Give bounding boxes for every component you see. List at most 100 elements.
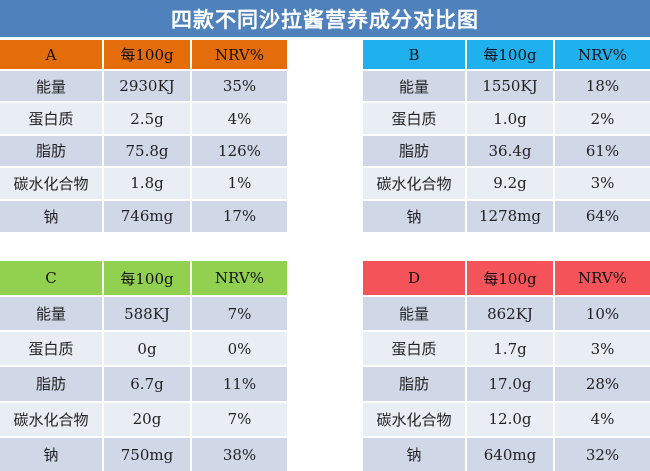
nutrient-cell: 能量 [363, 68, 466, 103]
per-100g-header: 每100g [465, 40, 554, 70]
per-100g-header: 每100g [465, 261, 554, 296]
per-100g-cell: 17.0g [465, 365, 554, 402]
table-row: 蛋白质 0g 0% [0, 330, 287, 367]
table-row: 脂肪 36.4g 61% [363, 133, 650, 168]
nutrient-cell: 钠 [363, 435, 466, 471]
nutrient-cell: 碳水化合物 [363, 400, 466, 437]
nrv-header: NRV% [553, 261, 650, 296]
nrv-header: NRV% [553, 40, 650, 70]
nutrition-table-d: D 每100g NRV% 能量 862KJ 10% 蛋白质 1.7g 3% 脂肪 17.0g 28% 碳… [363, 261, 650, 471]
table-row: 能量 2930KJ 35% [0, 68, 287, 103]
table-row: 碳水化合物 20g 7% [0, 400, 287, 437]
table-row: 碳水化合物 1.8g 1% [0, 166, 287, 200]
nutrient-cell: 碳水化合物 [0, 166, 103, 200]
nutrient-cell: 蛋白质 [363, 101, 466, 135]
per-100g-cell: 1278mg [465, 198, 554, 232]
nrv-cell: 4% [190, 101, 287, 135]
per-100g-cell: 2.5g [102, 101, 191, 135]
per-100g-cell: 0g [102, 330, 191, 367]
table-row: 脂肪 75.8g 126% [0, 133, 287, 168]
nrv-cell: 7% [190, 294, 287, 332]
nutrient-cell: 钠 [363, 198, 466, 232]
per-100g-cell: 6.7g [102, 365, 191, 402]
nutrient-cell: 能量 [363, 294, 466, 332]
nrv-header: NRV% [190, 261, 287, 296]
nrv-cell: 126% [190, 133, 287, 168]
nrv-cell: 0% [190, 330, 287, 367]
per-100g-cell: 746mg [102, 198, 191, 232]
table-header-row: D 每100g NRV% [363, 261, 650, 296]
nrv-cell: 64% [553, 198, 650, 232]
table-label: C [0, 261, 103, 296]
nrv-cell: 11% [190, 365, 287, 402]
nutrient-cell: 能量 [0, 294, 103, 332]
table-row: 脂肪 6.7g 11% [0, 365, 287, 402]
per-100g-cell: 1.0g [465, 101, 554, 135]
per-100g-cell: 1550KJ [465, 68, 554, 103]
table-row: 蛋白质 1.7g 3% [363, 330, 650, 367]
nutrient-cell: 碳水化合物 [363, 166, 466, 200]
per-100g-header: 每100g [102, 261, 191, 296]
table-row: 钠 1278mg 64% [363, 198, 650, 232]
table-label: A [0, 40, 103, 70]
page-title: 四款不同沙拉酱营养成分对比图 [0, 0, 650, 37]
per-100g-cell: 640mg [465, 435, 554, 471]
table-row: 能量 588KJ 7% [0, 294, 287, 332]
table-row: 碳水化合物 9.2g 3% [363, 166, 650, 200]
nrv-cell: 18% [553, 68, 650, 103]
per-100g-cell: 1.8g [102, 166, 191, 200]
nutrient-cell: 碳水化合物 [0, 400, 103, 437]
per-100g-cell: 12.0g [465, 400, 554, 437]
nutrition-table-a: A 每100g NRV% 能量 2930KJ 35% 蛋白质 2.5g 4% 脂肪 75.8g 126… [0, 40, 287, 232]
nutrient-cell: 蛋白质 [0, 330, 103, 367]
nrv-cell: 7% [190, 400, 287, 437]
nrv-cell: 3% [553, 166, 650, 200]
nutrient-cell: 脂肪 [363, 365, 466, 402]
table-row: 碳水化合物 12.0g 4% [363, 400, 650, 437]
nrv-header: NRV% [190, 40, 287, 70]
table-row: 蛋白质 2.5g 4% [0, 101, 287, 135]
nutrient-cell: 脂肪 [0, 133, 103, 168]
table-header-row: C 每100g NRV% [0, 261, 287, 296]
nutrient-cell: 脂肪 [363, 133, 466, 168]
nrv-cell: 32% [553, 435, 650, 471]
nutrient-cell: 钠 [0, 435, 103, 471]
per-100g-cell: 2930KJ [102, 68, 191, 103]
nrv-cell: 2% [553, 101, 650, 135]
nutrient-cell: 蛋白质 [0, 101, 103, 135]
table-row: 能量 862KJ 10% [363, 294, 650, 332]
table-row: 蛋白质 1.0g 2% [363, 101, 650, 135]
per-100g-cell: 588KJ [102, 294, 191, 332]
nrv-cell: 38% [190, 435, 287, 471]
per-100g-cell: 20g [102, 400, 191, 437]
nutrition-table-c: C 每100g NRV% 能量 588KJ 7% 蛋白质 0g 0% 脂肪 6.7g 11% 碳水化合物… [0, 261, 287, 471]
nutrient-cell: 能量 [0, 68, 103, 103]
table-label: B [363, 40, 466, 70]
table-row: 钠 746mg 17% [0, 198, 287, 232]
nrv-cell: 3% [553, 330, 650, 367]
nutrient-cell: 脂肪 [0, 365, 103, 402]
table-header-row: A 每100g NRV% [0, 40, 287, 70]
per-100g-cell: 1.7g [465, 330, 554, 367]
per-100g-cell: 9.2g [465, 166, 554, 200]
nrv-cell: 1% [190, 166, 287, 200]
nrv-cell: 4% [553, 400, 650, 437]
table-row: 钠 640mg 32% [363, 435, 650, 471]
per-100g-header: 每100g [102, 40, 191, 70]
nrv-cell: 35% [190, 68, 287, 103]
nrv-cell: 28% [553, 365, 650, 402]
table-row: 能量 1550KJ 18% [363, 68, 650, 103]
nutrition-table-b: B 每100g NRV% 能量 1550KJ 18% 蛋白质 1.0g 2% 脂肪 36.4g 61%… [363, 40, 650, 232]
per-100g-cell: 862KJ [465, 294, 554, 332]
nutrient-cell: 蛋白质 [363, 330, 466, 367]
table-row: 脂肪 17.0g 28% [363, 365, 650, 402]
nrv-cell: 17% [190, 198, 287, 232]
table-label: D [363, 261, 466, 296]
table-row: 钠 750mg 38% [0, 435, 287, 471]
nutrient-cell: 钠 [0, 198, 103, 232]
table-header-row: B 每100g NRV% [363, 40, 650, 70]
nrv-cell: 61% [553, 133, 650, 168]
nrv-cell: 10% [553, 294, 650, 332]
per-100g-cell: 75.8g [102, 133, 191, 168]
per-100g-cell: 750mg [102, 435, 191, 471]
